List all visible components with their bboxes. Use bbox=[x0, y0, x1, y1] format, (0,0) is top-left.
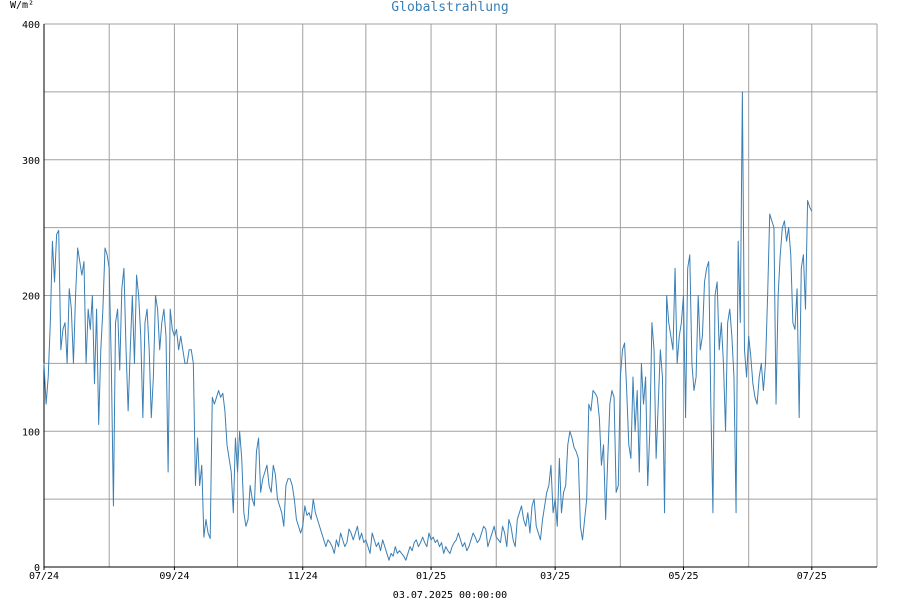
chart-title: Globalstrahlung bbox=[391, 0, 508, 15]
x-tick-label: 01/25 bbox=[416, 571, 446, 582]
axis-layer: 0 100 200 300 400 07/24 09/24 11/24 01/25 03/25 05… bbox=[22, 20, 877, 582]
footer-timestamp: 03.07.2025 00:00:00 bbox=[393, 590, 507, 600]
y-tick-label: 0 bbox=[34, 563, 40, 574]
series-line bbox=[43, 91, 813, 561]
x-tick-label: 09/24 bbox=[159, 571, 189, 582]
x-tick-label: 07/24 bbox=[29, 571, 59, 582]
series-layer bbox=[43, 91, 813, 561]
x-tick-label: 07/25 bbox=[797, 571, 827, 582]
x-tick-label: 11/24 bbox=[288, 571, 318, 582]
grid-layer bbox=[43, 23, 878, 568]
y-tick-label: 200 bbox=[22, 292, 40, 303]
y-tick-label: 100 bbox=[22, 427, 40, 438]
x-tick-label: 03/25 bbox=[540, 571, 570, 582]
y-tick-label: 400 bbox=[22, 20, 40, 31]
x-tick-label: 05/25 bbox=[668, 571, 698, 582]
y-axis-unit-label: W/m² bbox=[10, 0, 34, 11]
y-tick-label: 300 bbox=[22, 156, 40, 167]
